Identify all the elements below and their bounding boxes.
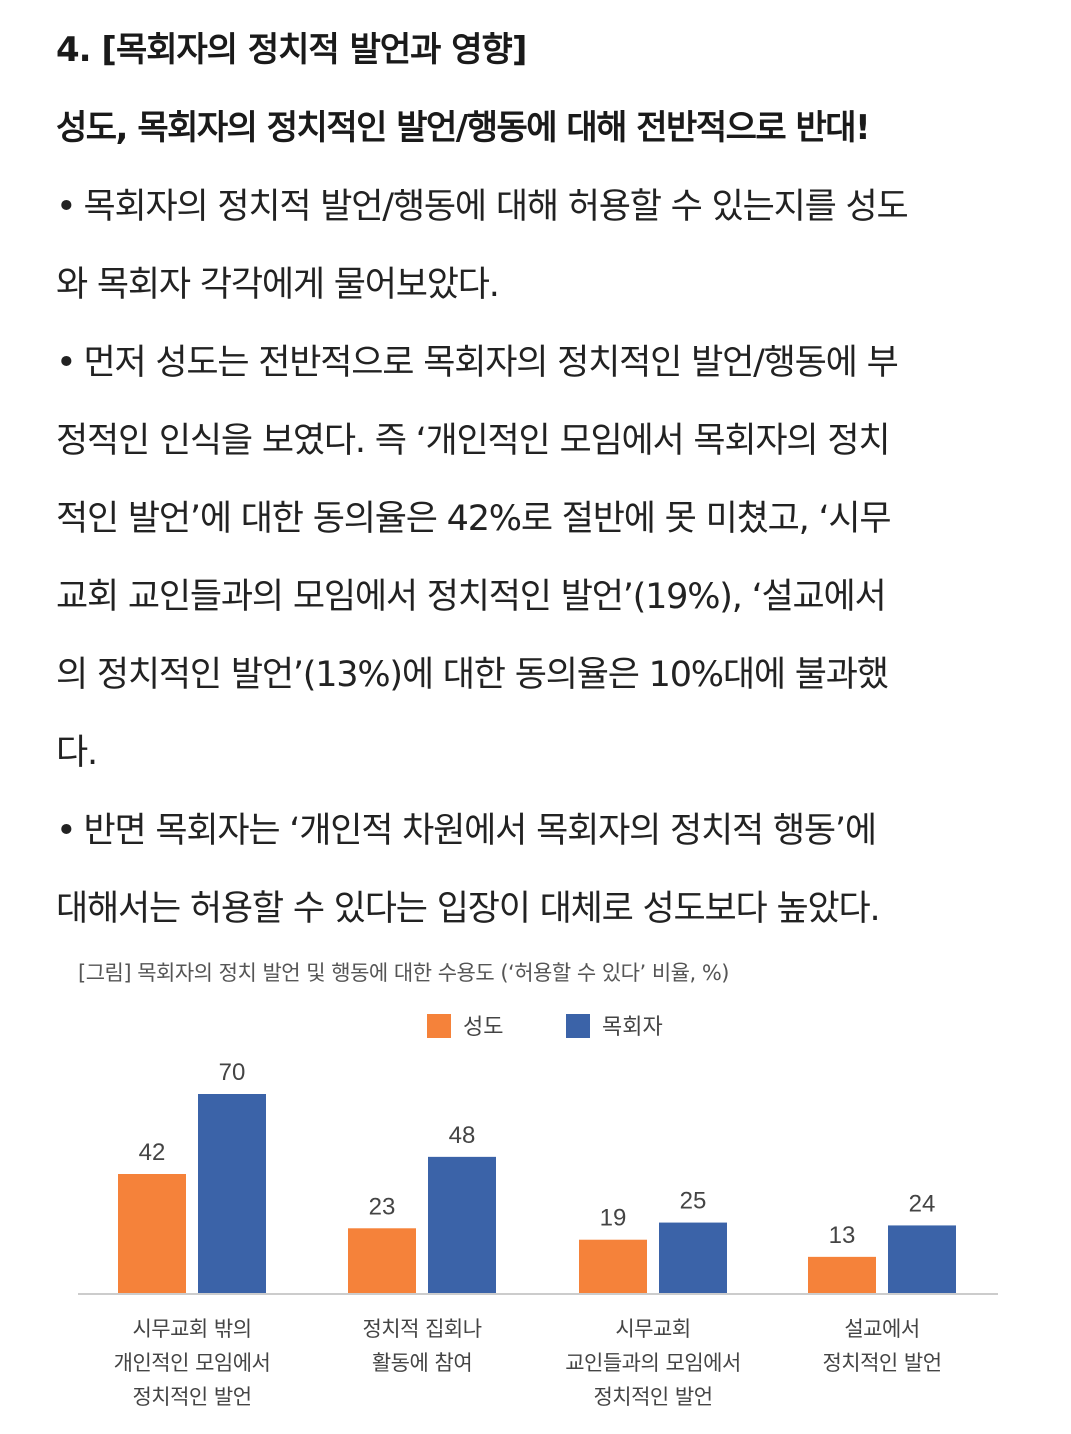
bar [659, 1222, 727, 1294]
category-label: 정치적인 발언 [822, 1351, 941, 1375]
data-label: 23 [369, 1193, 396, 1220]
category-label: 정치적인 발언 [132, 1385, 251, 1409]
paragraph-line: 의 정치적인 발언’(13%)에 대한 동의율은 10%대에 불과했 [56, 655, 889, 695]
legend-swatch [566, 1014, 590, 1038]
data-label: 24 [909, 1190, 936, 1217]
bullet-icon: • [56, 811, 77, 851]
section-title: 4. [목회자의 정치적 발언과 영향] [56, 30, 527, 70]
paragraph-line: 교회 교인들과의 모임에서 정치적인 발언’(19%), ‘설교에서 [56, 577, 887, 617]
section-subtitle: 성도, 목회자의 정치적인 발언/행동에 대해 전반적으로 반대! [56, 108, 871, 148]
data-label: 48 [449, 1122, 476, 1149]
legend-label: 성도 [463, 1015, 503, 1040]
bar [888, 1225, 956, 1294]
chart-title: [그림] 목회자의 정치 발언 및 행동에 대한 수용도 (‘허용할 수 있다’… [78, 961, 729, 985]
category-label: 개인적인 모임에서 [114, 1351, 271, 1375]
category-label: 정치적인 발언 [593, 1385, 712, 1409]
data-label: 19 [600, 1205, 627, 1232]
bar-chart: [그림] 목회자의 정치 발언 및 행동에 대한 수용도 (‘허용할 수 있다’… [0, 940, 1071, 1434]
data-label: 13 [829, 1222, 856, 1249]
paragraph-line: 먼저 성도는 전반적으로 목회자의 정치적인 발언/행동에 부 [83, 343, 898, 383]
bar [118, 1174, 186, 1294]
paragraph-line: 와 목회자 각각에게 물어보았다. [56, 265, 500, 305]
bar [808, 1256, 876, 1294]
category-label: 설교에서 [844, 1317, 919, 1341]
paragraph-1: • 목회자의 정치적 발언/행동에 대해 허용할 수 있는지를 성도 와 목회자 … [56, 168, 1031, 324]
data-label: 25 [680, 1188, 707, 1215]
bar [348, 1228, 416, 1294]
category-label: 교인들과의 모임에서 [565, 1351, 741, 1375]
chart-bars: 42 70 23 48 19 25 13 24 [118, 1059, 956, 1294]
bullet-icon: • [56, 187, 77, 227]
bar [198, 1094, 266, 1294]
bar [579, 1239, 647, 1294]
paragraph-line: 대해서는 허용할 수 있다는 입장이 대체로 성도보다 높았다. [56, 889, 881, 929]
category-label: 시무교회 밖의 [132, 1317, 251, 1341]
paragraph-line: 정적인 인식을 보였다. 즉 ‘개인적인 모임에서 목회자의 정치 [56, 421, 891, 461]
bullet-icon: • [56, 343, 77, 383]
legend-swatch [427, 1014, 451, 1038]
paragraph-line: 적인 발언’에 대한 동의율은 42%로 절반에 못 미쳤고, ‘시무 [56, 499, 892, 539]
data-label: 70 [219, 1059, 246, 1086]
paragraph-3: • 반면 목회자는 ‘개인적 차원에서 목회자의 정치적 행동’에 대해서는 허용… [56, 792, 1031, 948]
data-label: 42 [139, 1139, 166, 1166]
bar [428, 1156, 496, 1294]
chart-canvas: [그림] 목회자의 정치 발언 및 행동에 대한 수용도 (‘허용할 수 있다’… [78, 961, 998, 1409]
category-label: 시무교회 [615, 1317, 690, 1341]
category-label: 활동에 참여 [372, 1351, 472, 1375]
paragraph-line: 다. [56, 733, 98, 773]
paragraph-line: 목회자의 정치적 발언/행동에 대해 허용할 수 있는지를 성도 [83, 187, 908, 227]
paragraph-line: 반면 목회자는 ‘개인적 차원에서 목회자의 정치적 행동’에 [83, 811, 877, 851]
category-label: 정치적 집회나 [362, 1317, 481, 1341]
legend-label: 목회자 [602, 1015, 663, 1040]
paragraph-2: • 먼저 성도는 전반적으로 목회자의 정치적인 발언/행동에 부 정적인 인식을… [56, 324, 1031, 792]
chart-legend: 성도 목회자 [427, 1014, 663, 1040]
